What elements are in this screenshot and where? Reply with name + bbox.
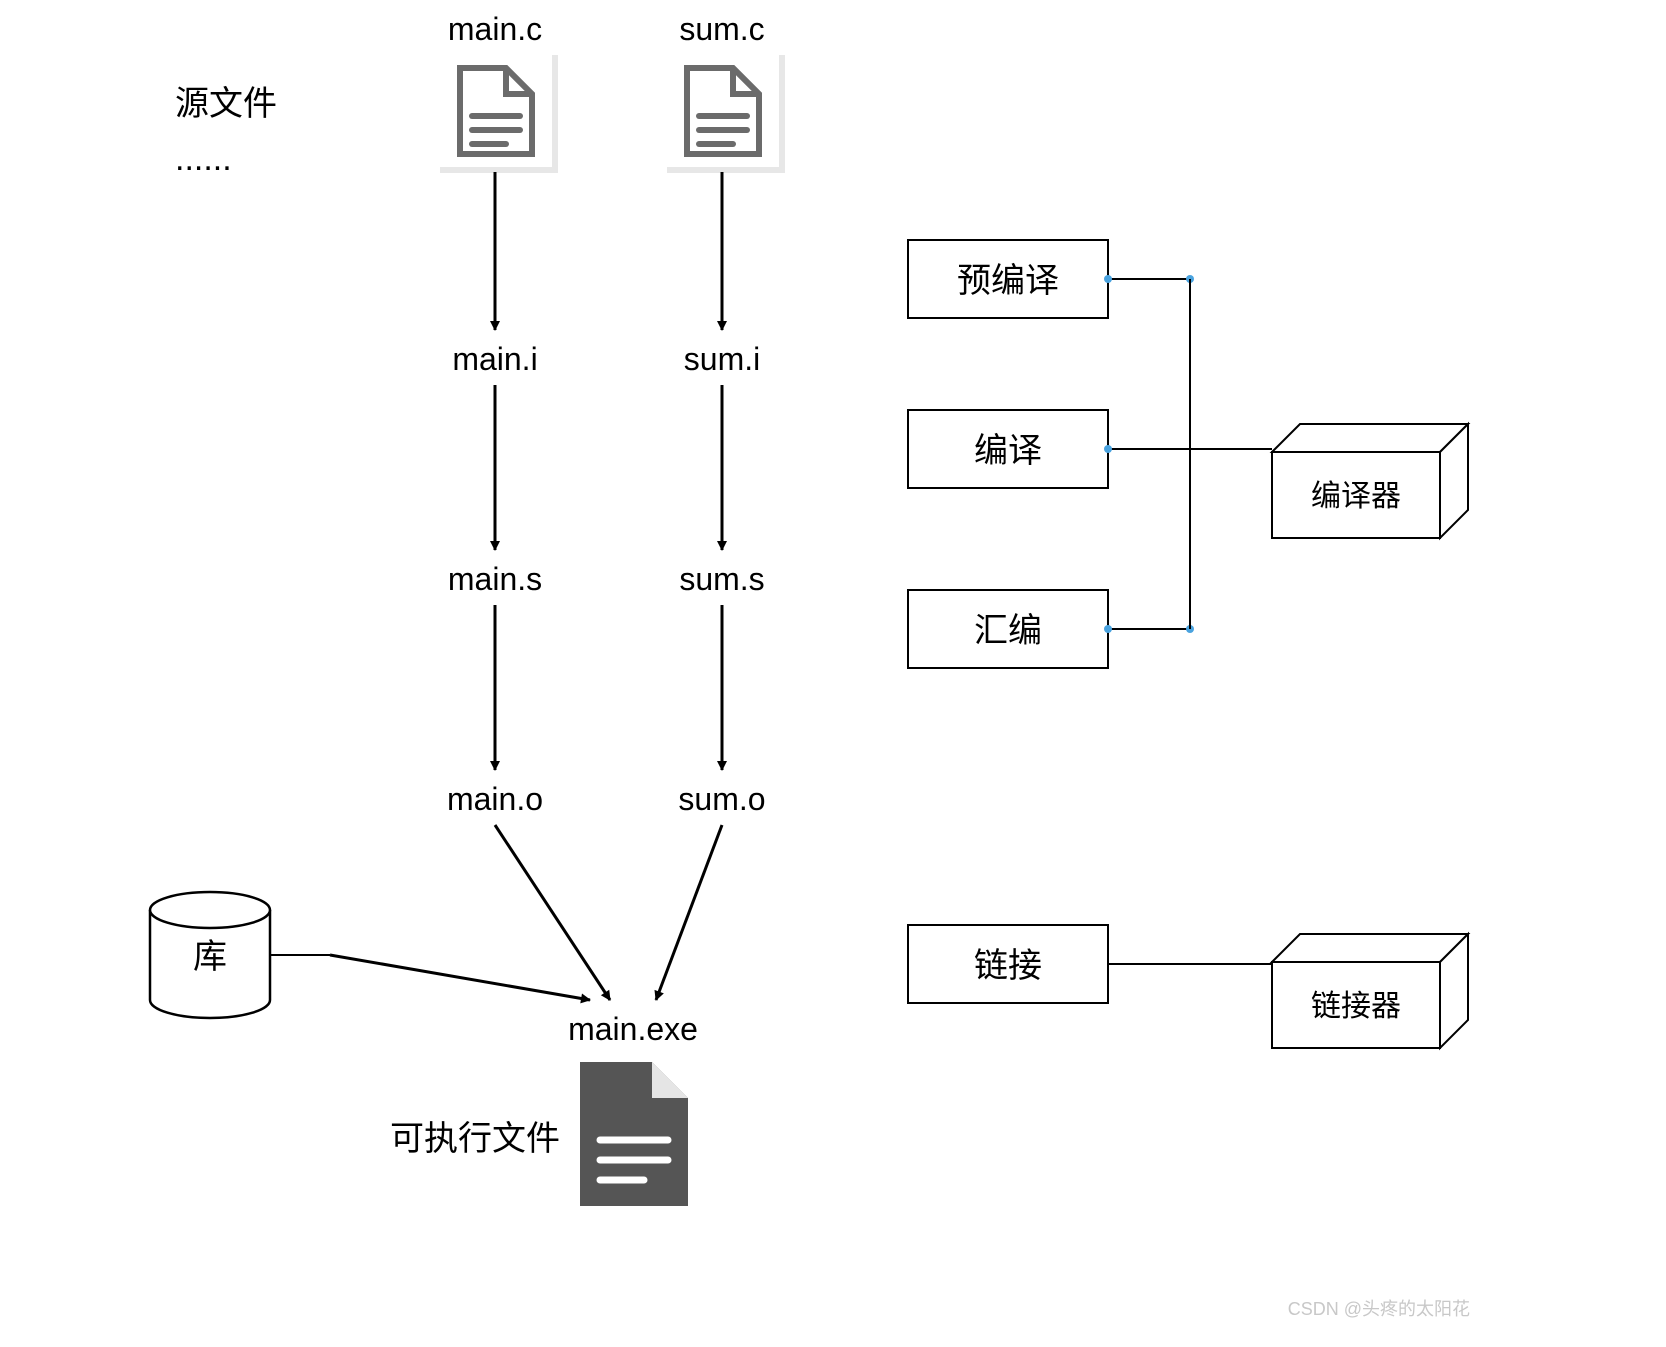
stage-label-link: 链接: [974, 947, 1042, 985]
linker-cube-label: 链接器: [1311, 990, 1401, 1023]
arrow-main-o-to-exe: [495, 825, 610, 1000]
file-label-sum-o: sum.o: [678, 781, 765, 817]
file-icon-sum-c: [661, 49, 785, 173]
stage-label-precompile: 预编译: [957, 262, 1059, 300]
library-label: 库: [193, 938, 227, 976]
stage-box-compile: 编译: [908, 410, 1108, 488]
ellipsis-label: ......: [175, 140, 232, 178]
file-label-main-c: main.c: [448, 11, 542, 47]
file-label-main-exe: main.exe: [568, 1011, 698, 1047]
compiler-cube-label: 编译器: [1311, 480, 1401, 513]
stage-box-assemble: 汇编: [908, 590, 1108, 668]
file-icon-main-exe: [580, 1062, 688, 1206]
stage-box-link: 链接: [908, 925, 1108, 1003]
arrow-sum-o-to-exe: [656, 825, 722, 1000]
file-label-sum-c: sum.c: [679, 11, 764, 47]
file-label-main-i: main.i: [452, 341, 537, 377]
compilation-flow-diagram: 源文件 ...... main.c main.i main.s main.o s…: [0, 0, 1666, 1347]
compiler-bus-connector: [1104, 275, 1272, 633]
stage-box-precompile: 预编译: [908, 240, 1108, 318]
stage-label-assemble: 汇编: [974, 612, 1042, 650]
file-label-sum-i: sum.i: [684, 341, 760, 377]
file-label-main-o: main.o: [447, 781, 543, 817]
file-label-main-s: main.s: [448, 561, 542, 597]
stage-label-compile: 编译: [974, 432, 1042, 470]
arrow-lib-to-exe: [330, 955, 590, 1000]
file-label-sum-s: sum.s: [679, 561, 764, 597]
source-files-label: 源文件: [175, 85, 277, 123]
linker-cube: 链接器: [1272, 934, 1468, 1048]
compiler-cube: 编译器: [1272, 424, 1468, 538]
executable-label: 可执行文件: [390, 1120, 560, 1158]
watermark-text: CSDN @头疼的太阳花: [1288, 1299, 1470, 1319]
library-cylinder: 库: [150, 892, 270, 1018]
file-icon-main-c: [434, 49, 558, 173]
